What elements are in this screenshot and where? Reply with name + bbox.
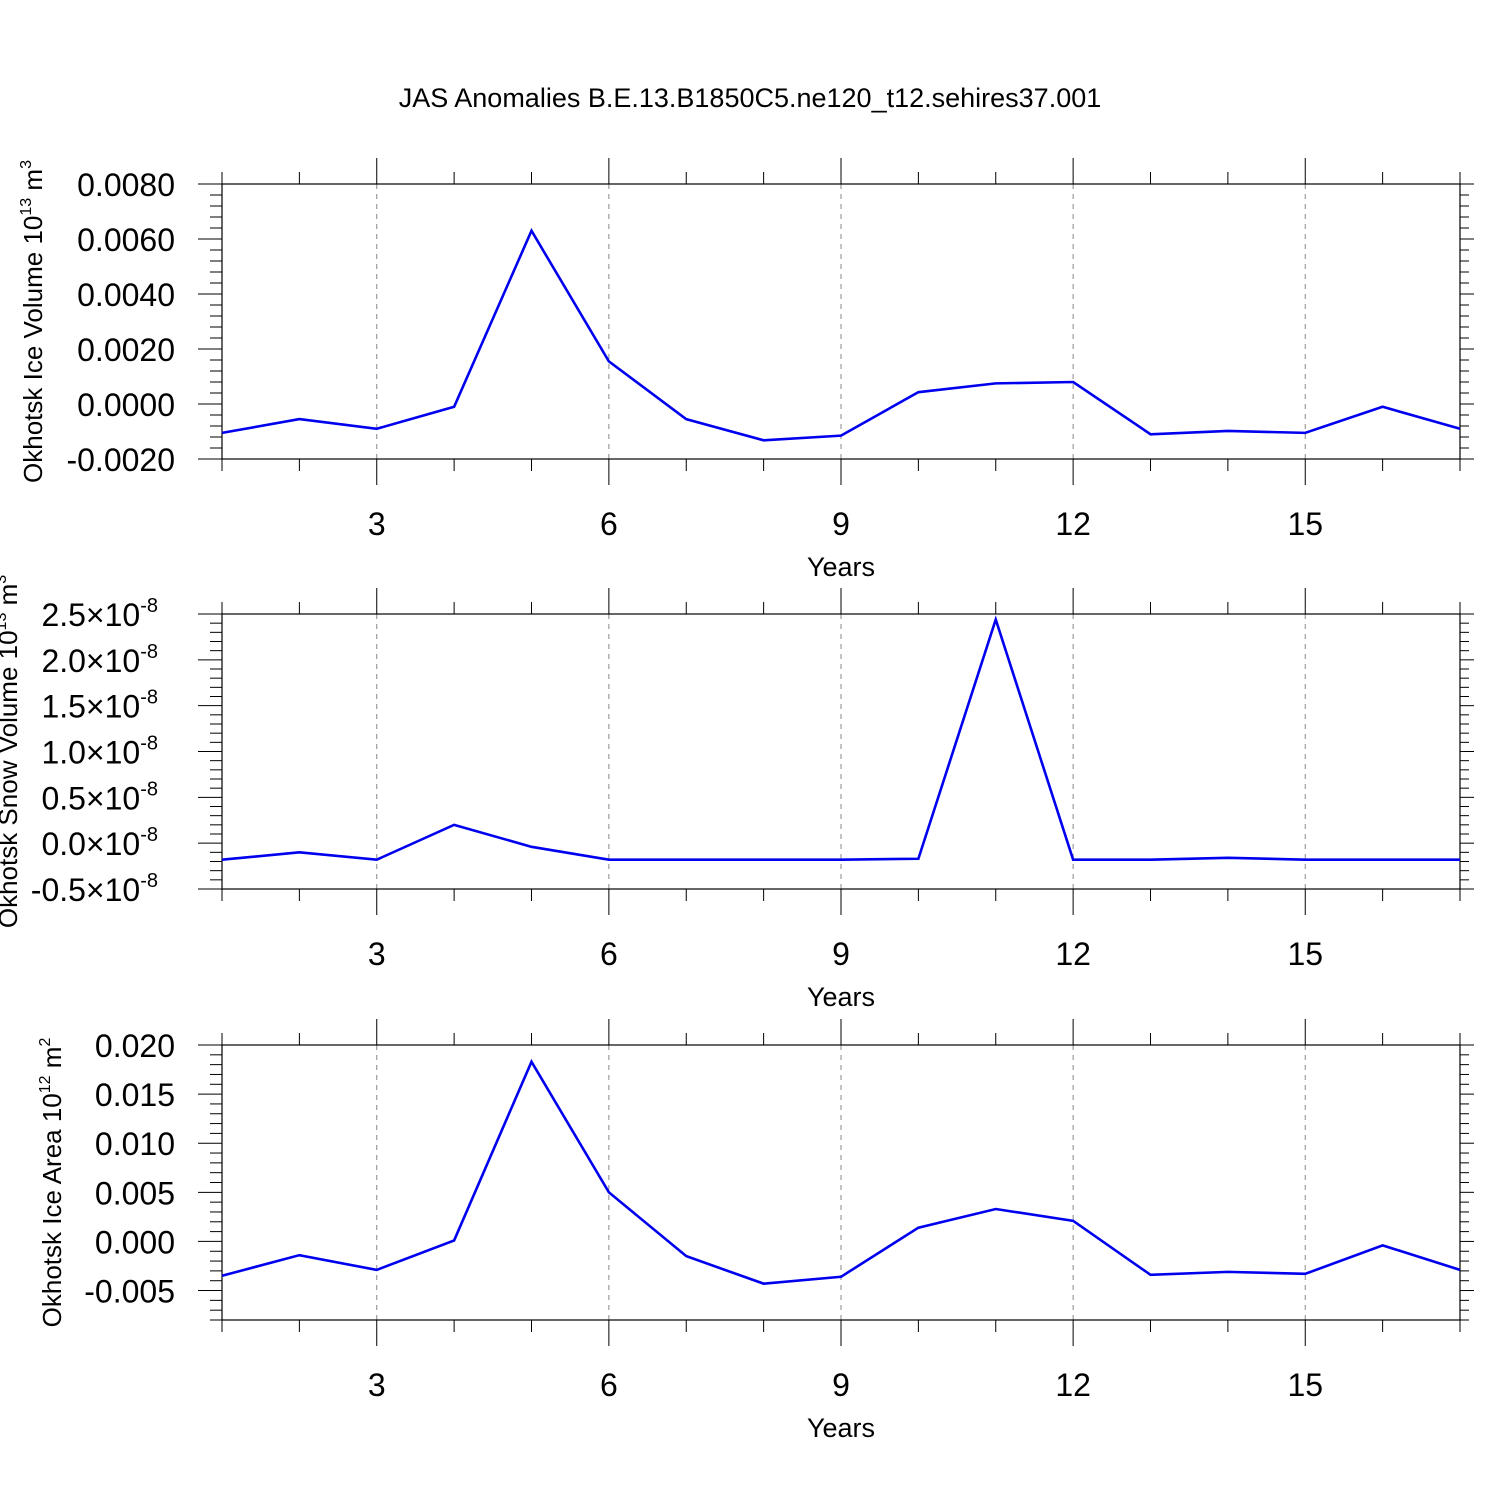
x-tick-label: 15 bbox=[1287, 1367, 1323, 1403]
y-tick-label: 2.0×10-8 bbox=[41, 641, 158, 679]
y-tick-label: 0.0040 bbox=[77, 277, 175, 313]
x-tick-label: 9 bbox=[832, 936, 850, 972]
series-line bbox=[221, 1058, 1461, 1285]
panel-2: 3 6 9 12 15 Years -0.5×10-8 0.0×10-8 0.5×10-8 1.0… bbox=[0, 575, 1474, 1012]
x-tick-label: 6 bbox=[600, 1367, 618, 1403]
y-tick-label: 0.0080 bbox=[77, 167, 175, 203]
panel-3: 3 6 9 12 15 Years -0.005 0.000 0.005 0.010 0.015 0.… bbox=[37, 1019, 1474, 1443]
x-tick-label: 12 bbox=[1055, 1367, 1091, 1403]
y-tick-label: 2.5×10-8 bbox=[41, 595, 158, 633]
x-tick-label: 12 bbox=[1055, 936, 1091, 972]
chart-title: JAS Anomalies B.E.13.B1850C5.ne120_t12.s… bbox=[398, 83, 1102, 113]
x-tick-label: 15 bbox=[1287, 506, 1323, 542]
y-tick-label: 0.0020 bbox=[77, 332, 175, 368]
x-tick-label: 9 bbox=[832, 1367, 850, 1403]
x-tick-label: 6 bbox=[600, 936, 618, 972]
y-tick-label: -0.005 bbox=[84, 1274, 175, 1310]
y-tick-label: 0.0000 bbox=[77, 387, 175, 423]
y-tick-label: 0.005 bbox=[95, 1175, 175, 1211]
y-tick-label: 0.5×10-8 bbox=[41, 778, 158, 816]
y-tick-label: -0.0020 bbox=[66, 442, 175, 478]
x-tick-label: 15 bbox=[1287, 936, 1323, 972]
x-tick-label: 3 bbox=[368, 1367, 386, 1403]
y-tick-label: 0.015 bbox=[95, 1077, 175, 1113]
y-axis-label: Okhotsk Snow Volume 1013 m3 bbox=[0, 575, 23, 928]
y-tick-label: 0.000 bbox=[95, 1224, 175, 1260]
y-tick-label: 1.5×10-8 bbox=[41, 687, 158, 725]
y-tick-label: 0.010 bbox=[95, 1126, 175, 1162]
x-axis-label: Years bbox=[807, 982, 875, 1012]
x-axis-label: Years bbox=[807, 552, 875, 582]
x-tick-label: 12 bbox=[1055, 506, 1091, 542]
y-axis-label: Okhotsk Ice Volume 1013 m3 bbox=[18, 160, 48, 483]
y-tick-label: 1.0×10-8 bbox=[41, 733, 158, 771]
y-axis-label: Okhotsk Ice Area 1012 m2 bbox=[37, 1038, 67, 1328]
x-tick-label: 3 bbox=[368, 936, 386, 972]
y-tick-label: -0.5×10-8 bbox=[31, 870, 158, 908]
y-tick-label: 0.020 bbox=[95, 1028, 175, 1064]
x-tick-label: 3 bbox=[368, 506, 386, 542]
y-tick-label: 0.0060 bbox=[77, 222, 175, 258]
panel-1: 3 6 9 12 15 Years -0.0020 0.0000 0.0020 0.0040 0.0… bbox=[18, 158, 1474, 582]
x-tick-label: 9 bbox=[832, 506, 850, 542]
x-axis-label: Years bbox=[807, 1413, 875, 1443]
y-tick-label: 0.0×10-8 bbox=[41, 824, 158, 862]
x-tick-label: 6 bbox=[600, 506, 618, 542]
